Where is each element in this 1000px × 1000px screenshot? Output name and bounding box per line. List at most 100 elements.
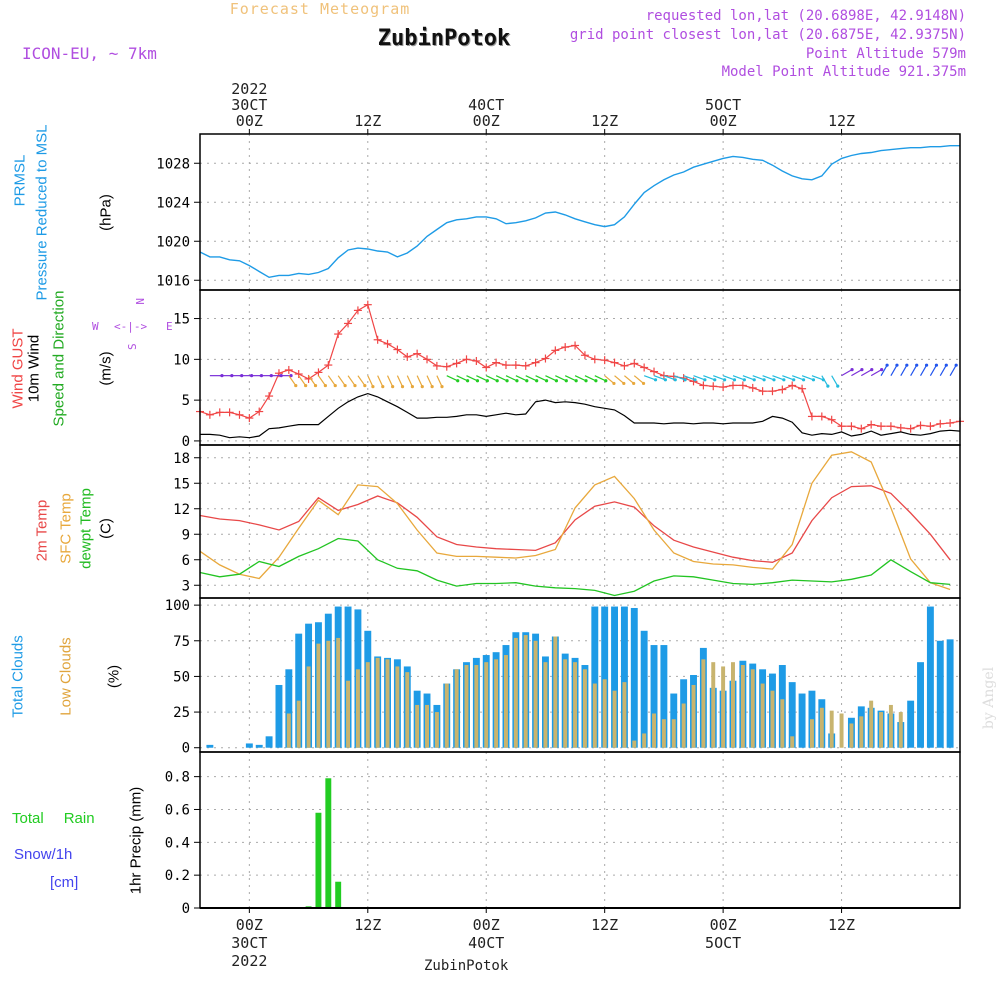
low-cloud-bar xyxy=(306,666,311,748)
wind-dir-arrowhead xyxy=(622,381,626,386)
total-cloud-bar xyxy=(798,693,806,748)
total-rain-label: Total Rain xyxy=(12,810,95,827)
wind-dir-arrow xyxy=(703,375,715,381)
wind-dir-arrow xyxy=(476,375,488,382)
low-cloud-bar xyxy=(434,712,439,748)
total-cloud-bar xyxy=(611,606,618,748)
x-hour-label-bottom: 00Z xyxy=(236,916,263,934)
low-cloud-bar xyxy=(770,690,775,748)
low-cloud-bar xyxy=(296,700,301,748)
wind-dir-arrowhead xyxy=(870,368,874,372)
y-tick-label: 1020 xyxy=(156,234,190,250)
wind-dir-arrow xyxy=(831,375,839,387)
wind-dir-arrow xyxy=(772,375,785,381)
wind-dir-arrow xyxy=(929,364,937,376)
wind-dir-arrow xyxy=(663,375,676,381)
low-cloud-bar xyxy=(405,672,410,748)
y-tick-label: 18 xyxy=(173,451,190,467)
wind-dir-arrow xyxy=(456,375,468,382)
panel-frame-wind xyxy=(199,289,961,446)
low-cloud-bar xyxy=(474,665,479,748)
wind-dir-arrow xyxy=(653,375,666,381)
total-cloud-bar xyxy=(275,684,283,748)
wind-dir-arrow xyxy=(624,375,635,384)
wind-dir-arrow xyxy=(495,375,508,382)
total-cloud-bar xyxy=(946,639,954,748)
total-cloud-bar xyxy=(650,645,658,748)
wind-dir-arrowhead xyxy=(525,379,529,383)
wind-dir-arrow xyxy=(643,375,656,381)
wind-dir-arrowhead xyxy=(294,383,298,388)
x-hour-label-bottom: 12Z xyxy=(591,916,618,934)
low-cloud-bar xyxy=(612,690,617,748)
wind-dir-arrowhead xyxy=(762,378,766,382)
total-cloud-bar xyxy=(788,682,796,748)
wind-dir-arrowhead xyxy=(850,368,854,372)
x-hour-label-bottom: 00Z xyxy=(473,916,500,934)
wind-dir-arrowhead xyxy=(915,363,919,367)
compass-w: W xyxy=(92,320,99,333)
wind-dir-arrowhead xyxy=(400,385,405,389)
footer-station: ZubinPotok xyxy=(424,958,509,974)
wind-dir-arrow xyxy=(535,375,547,382)
total-cloud-bar xyxy=(660,645,668,748)
wind-dir-arrow xyxy=(870,369,882,377)
wind-dir-arrow xyxy=(288,375,297,386)
wind-dir-arrow xyxy=(396,375,404,387)
wind-dir-arrow xyxy=(308,375,317,386)
total-cloud-bar xyxy=(926,606,934,748)
panel-frame-clouds xyxy=(199,597,961,753)
low-cloud-bar xyxy=(365,662,370,748)
wind-dir-arrow xyxy=(722,375,735,381)
wind-dir-arrowhead xyxy=(632,381,636,386)
panel-frame-temp xyxy=(199,444,961,599)
y-tick-label: 0 xyxy=(182,741,190,757)
wind-dir-arrow xyxy=(317,375,326,386)
low-cloud-bar xyxy=(760,683,765,748)
x-hour-label-bottom: 12Z xyxy=(354,916,381,934)
low-cloud-bar xyxy=(375,657,380,748)
wind-dir-arrow xyxy=(614,375,625,384)
wind-dir-arrow xyxy=(860,369,873,377)
wind-dir-arrowhead xyxy=(693,378,697,382)
low-cloud-bar xyxy=(454,669,459,748)
y-tick-label: 15 xyxy=(173,312,190,328)
y-tick-label: 75 xyxy=(173,634,190,650)
low-cloud-bar xyxy=(425,704,429,748)
low-cloud-bar xyxy=(790,736,795,748)
low-cloud-bar xyxy=(336,637,341,748)
wind-dir-arrowhead xyxy=(554,379,559,383)
total-cloud-bar xyxy=(245,743,253,748)
wind-dir-arrowhead xyxy=(430,385,434,389)
chart-subtitle: Forecast Meteogram xyxy=(229,0,411,18)
compass-n: N xyxy=(133,298,146,305)
t2m-line xyxy=(199,485,951,563)
low-cloud-bar xyxy=(582,669,587,748)
snow-unit-label: [cm] xyxy=(50,874,79,891)
x-day-label-bottom: 40CT xyxy=(468,934,504,952)
wind-dir-arrowhead xyxy=(564,379,568,383)
x-hour-label-top: 12Z xyxy=(354,112,381,130)
wind-dir-arrow xyxy=(693,375,706,381)
wind-dir-arrow xyxy=(357,375,366,386)
wind-dir-arrow xyxy=(919,364,928,376)
total-cloud-bar xyxy=(285,669,293,748)
low-cloud-bar xyxy=(326,640,331,748)
low-cloud-bar xyxy=(513,637,518,748)
x-hour-label-top: 00Z xyxy=(473,112,500,130)
y-tick-label: 10 xyxy=(173,352,190,368)
wind-dir-arrow xyxy=(782,375,794,381)
wind-dir-arrowhead xyxy=(663,378,667,382)
wind-dir-arrow xyxy=(594,375,607,382)
wind-dir-arrowhead xyxy=(772,378,776,382)
total-cloud-bar xyxy=(295,633,303,748)
low-cloud-bar xyxy=(355,669,360,748)
wind-dir-arrow xyxy=(545,375,557,382)
wind-dir-arrowhead xyxy=(304,383,308,388)
total-cloud-bar xyxy=(936,640,944,748)
x-day-label-top: 5OCT xyxy=(705,96,741,114)
wind-dir-arrowhead xyxy=(604,379,608,383)
wind-dir-arrow xyxy=(910,364,918,376)
wind-dir-arrowhead xyxy=(683,378,687,382)
